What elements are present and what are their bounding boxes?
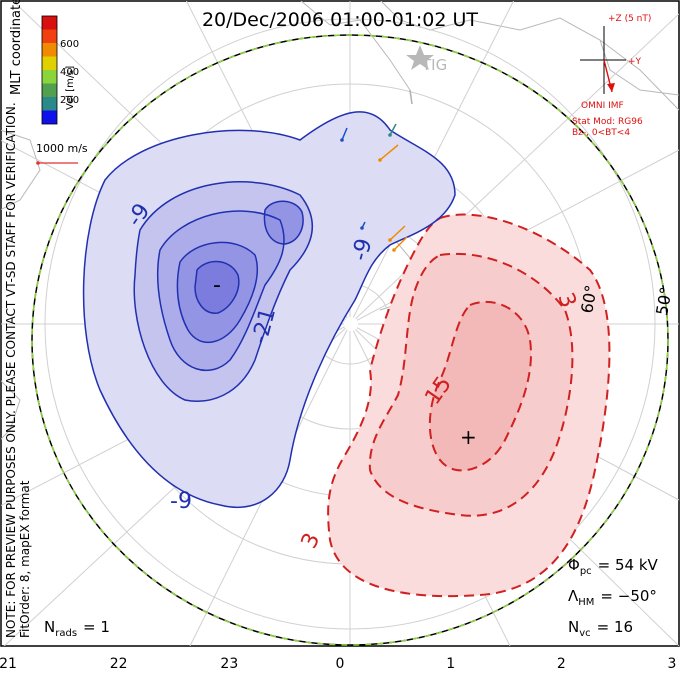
imf-dial: +Z (5 nT) +Y OMNI IMF Stat Mod: RG96 Bz-…: [572, 14, 651, 138]
mlt-tick-label: 23: [220, 656, 238, 672]
colorbar-swatch: [42, 83, 57, 97]
colorbar-swatch: [42, 43, 57, 57]
colorbar-swatch: [42, 97, 57, 111]
contour-label: -9: [170, 489, 192, 514]
coordinates-label: MLT coordinates: [9, 0, 24, 95]
model-line2: Bz-, 0<BT<4: [572, 128, 630, 138]
svg-text:1000 m/s: 1000 m/s: [36, 142, 88, 155]
mlt-tick-label: 2: [557, 656, 566, 672]
boundary-circle: [31, 34, 669, 646]
colorbar-swatch: [42, 16, 57, 30]
imf-z-label: +Z (5 nT): [608, 14, 651, 24]
latitude-label: 60°: [577, 283, 601, 314]
station-label: TIG: [421, 56, 447, 74]
colorbar-border: [41, 15, 58, 125]
velocity-vectors: [340, 89, 413, 252]
model-line1: Stat Mod: RG96: [572, 117, 643, 127]
negative-contours: [82, 111, 456, 508]
preview-note: NOTE: FOR PREVIEW PURPOSES ONLY. PLEASE …: [4, 102, 18, 638]
mlt-tick-label: 1: [446, 656, 455, 672]
mlt-tick-label: 21: [0, 656, 17, 672]
stats-block: Φpc = 54 kV ΛHM = −50° Nvc = 16 Nrads = 1: [44, 556, 659, 639]
coastlines: [1, 1, 679, 440]
colorbar-tick: 400: [60, 67, 79, 78]
positive-cell: [327, 213, 611, 598]
map-title: 20/Dec/2006 01:00-01:02 UT: [202, 9, 478, 31]
colorbar-label: Vel [m/s]: [65, 66, 76, 110]
imf-y-label: +Y: [628, 57, 642, 67]
mlt-tick-label: 22: [110, 656, 128, 672]
colorbar-tick: 600: [60, 39, 79, 50]
hm-boundary-latitude: ΛHM = −50°: [568, 587, 657, 608]
reference-vector: 1000 m/s: [36, 142, 88, 165]
colorbar-tick: 200: [60, 95, 79, 106]
imf-caption: OMNI IMF: [581, 101, 624, 111]
mlt-tick-label: 0: [336, 656, 345, 672]
latitude-label: 50°: [652, 285, 676, 316]
colorbar-swatch: [42, 70, 57, 84]
velocity-colorbar: [41, 15, 58, 125]
mlt-axis: 21 22 23 0 1 2 3: [0, 656, 676, 672]
extremum-minus: -: [213, 273, 221, 298]
mlt-tick-label: 3: [668, 656, 677, 672]
radar-count: Nrads = 1: [44, 618, 110, 639]
fit-order-label: FitOrder: 8, mapEX format: [18, 480, 32, 638]
cross-polar-potential: Φpc = 54 kV: [568, 556, 659, 577]
pole-marker: [344, 317, 358, 331]
extremum-plus: +: [460, 425, 477, 449]
colorbar-swatch: [42, 56, 57, 70]
colorbar-swatch: [42, 110, 57, 124]
colorbar-swatch: [42, 29, 57, 43]
station-marker: [406, 45, 434, 70]
vector-count: Nvc = 16: [568, 618, 633, 639]
negative-cell: [83, 111, 456, 508]
